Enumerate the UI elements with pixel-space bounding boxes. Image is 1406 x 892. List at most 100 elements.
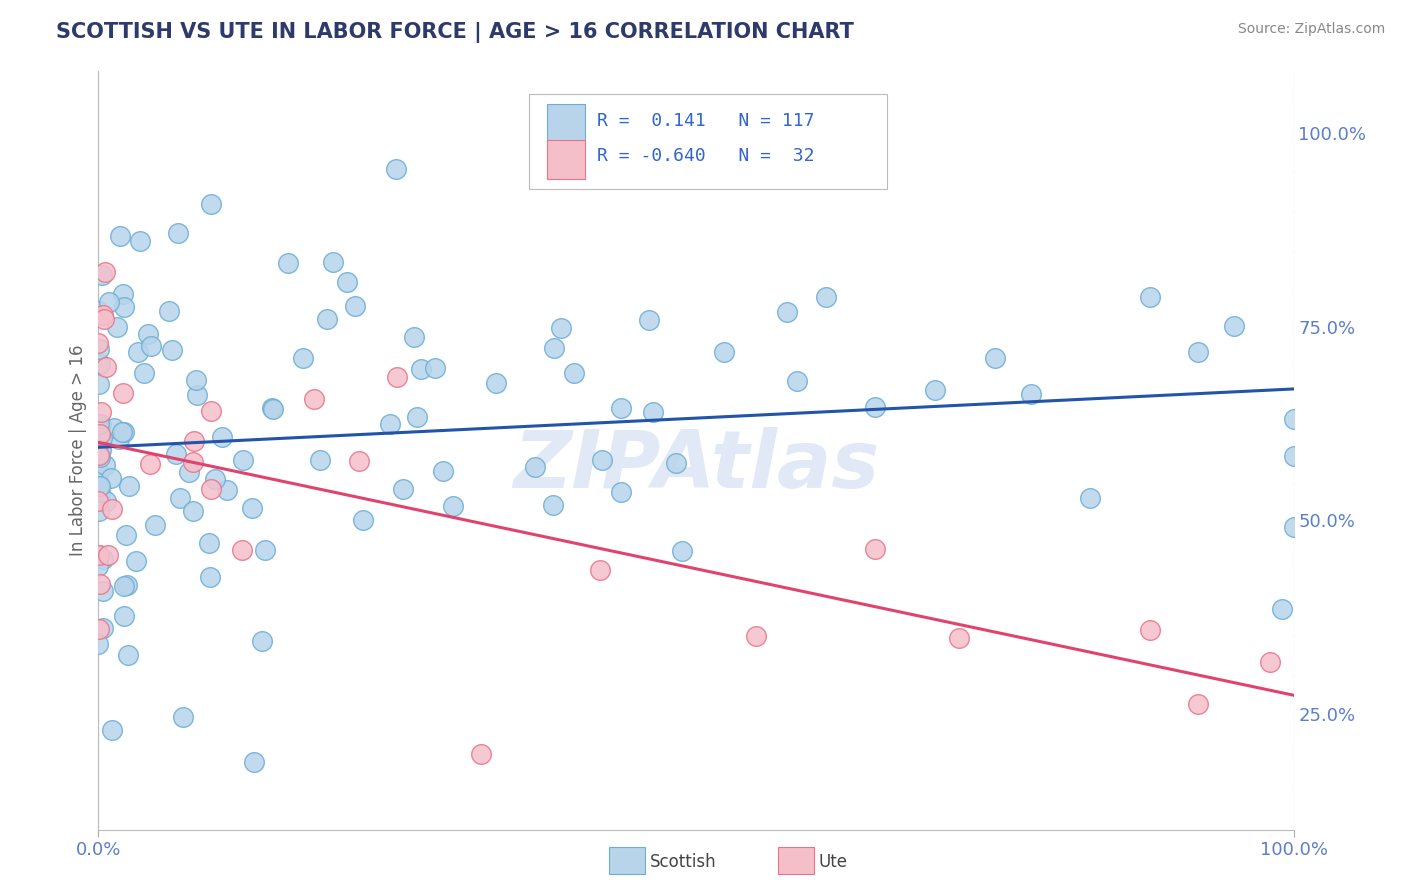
Text: Scottish: Scottish	[650, 853, 716, 871]
Point	[441, 500, 464, 514]
Point	[610, 484, 633, 499]
Point	[211, 429, 233, 443]
Point	[91, 308, 114, 322]
Point	[87, 303, 110, 318]
Point	[139, 457, 162, 471]
Point	[184, 373, 207, 387]
Point	[562, 366, 585, 380]
Point	[589, 563, 612, 577]
Point	[713, 344, 735, 359]
Point	[385, 370, 409, 384]
Point	[411, 361, 433, 376]
Point	[198, 570, 221, 584]
Point	[91, 268, 114, 283]
Point	[89, 623, 111, 637]
Point	[815, 290, 838, 304]
Text: R =  0.141   N = 117: R = 0.141 N = 117	[596, 112, 814, 129]
Point	[112, 579, 135, 593]
Point	[641, 405, 664, 419]
Point	[103, 421, 125, 435]
Point	[91, 551, 114, 566]
Point	[865, 401, 887, 415]
Point	[87, 417, 110, 431]
Point	[87, 548, 110, 562]
Text: Ute: Ute	[818, 853, 848, 871]
Point	[162, 343, 184, 358]
Point	[200, 404, 222, 418]
Point	[93, 458, 115, 473]
FancyBboxPatch shape	[529, 95, 887, 189]
Point	[291, 351, 314, 365]
Point	[97, 548, 120, 562]
Point	[112, 300, 135, 314]
Point	[94, 360, 117, 375]
Point	[112, 425, 135, 439]
Point	[165, 447, 187, 461]
Point	[183, 434, 205, 449]
Point	[101, 723, 124, 737]
Point	[125, 554, 148, 568]
Point	[1139, 623, 1161, 637]
Point	[181, 455, 204, 469]
Point	[378, 417, 401, 431]
Point	[671, 544, 693, 558]
Point	[524, 460, 547, 475]
Point	[745, 629, 768, 643]
Point	[87, 448, 110, 462]
Point	[90, 405, 112, 419]
Point	[308, 452, 330, 467]
Point	[115, 578, 138, 592]
Point	[115, 528, 138, 542]
Point	[406, 410, 429, 425]
Point	[543, 341, 565, 355]
Point	[181, 504, 204, 518]
Point	[111, 425, 134, 440]
Point	[186, 387, 208, 401]
Point	[1187, 697, 1209, 711]
Point	[392, 482, 415, 496]
Point	[87, 479, 110, 493]
Point	[1258, 655, 1281, 669]
Point	[89, 479, 111, 493]
Point	[87, 466, 110, 480]
Point	[1282, 520, 1305, 534]
Point	[250, 634, 273, 648]
FancyBboxPatch shape	[547, 139, 585, 179]
Point	[169, 491, 191, 505]
Point	[204, 472, 226, 486]
Point	[262, 401, 284, 416]
Point	[1282, 412, 1305, 426]
Y-axis label: In Labor Force | Age > 16: In Labor Force | Age > 16	[69, 344, 87, 557]
Point	[91, 584, 114, 599]
Point	[89, 358, 111, 372]
Point	[167, 226, 190, 240]
Point	[1282, 449, 1305, 463]
Point	[277, 256, 299, 270]
Point	[637, 313, 659, 327]
Point	[87, 342, 110, 356]
Point	[541, 498, 564, 512]
Point	[200, 197, 222, 211]
Point	[159, 304, 181, 318]
Point	[591, 453, 613, 467]
Point	[89, 376, 111, 391]
Point	[786, 374, 808, 388]
Point	[141, 339, 163, 353]
Point	[302, 392, 325, 407]
Point	[87, 637, 110, 651]
Point	[470, 747, 492, 762]
Point	[1080, 491, 1102, 506]
Point	[101, 502, 124, 516]
Point	[232, 452, 254, 467]
Point	[98, 295, 121, 310]
Point	[94, 264, 117, 278]
Point	[89, 486, 111, 500]
Point	[485, 376, 508, 390]
Point	[89, 450, 111, 464]
Point	[347, 453, 370, 467]
Point	[610, 401, 633, 416]
Point	[105, 319, 128, 334]
Point	[87, 504, 110, 518]
Point	[172, 710, 194, 724]
Point	[344, 299, 367, 313]
